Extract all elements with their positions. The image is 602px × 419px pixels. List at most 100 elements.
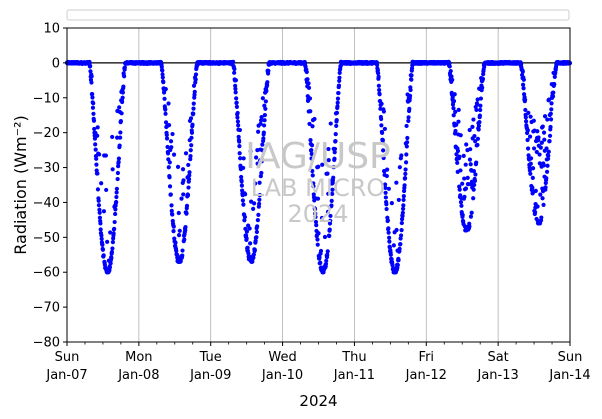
data-point [468,214,474,219]
data-point [386,230,391,235]
data-point [476,127,481,132]
data-point [521,86,526,91]
data-point [260,148,265,153]
data-point [469,210,474,215]
data-point [265,80,270,85]
data-point [93,147,98,152]
data-point [388,252,393,257]
data-point [450,77,455,82]
data-point [186,185,191,190]
data-point [264,89,269,94]
data-point [399,153,404,158]
data-point [115,135,120,140]
data-point [383,190,388,195]
data-point [406,118,411,124]
data-point [234,96,239,101]
data-point [235,119,241,124]
data-point [409,66,415,71]
data-point [114,186,119,191]
data-point [472,178,478,183]
data-point [467,157,473,162]
x-tick-day: Tue [199,350,222,365]
x-tick-date: Jan-12 [405,368,447,383]
data-point [537,161,542,166]
data-point [112,219,117,225]
data-point [89,74,94,79]
data-point [164,132,169,138]
data-point [531,146,537,151]
data-point [110,246,115,251]
data-point [169,208,174,213]
data-point [109,255,114,261]
data-point [453,109,458,114]
data-point [262,113,267,118]
data-point [467,127,472,133]
data-point [531,118,536,123]
data-point [453,128,458,134]
data-point [377,92,382,97]
data-point [235,110,240,116]
data-point [260,96,265,101]
data-point [402,183,407,188]
data-point [336,90,341,96]
data-point [116,164,121,169]
data-point [547,138,552,144]
data-point [189,130,195,135]
data-point [332,156,337,161]
data-point [381,109,386,114]
data-point [317,255,322,260]
data-point [332,146,338,152]
data-point [118,135,123,140]
data-point [473,172,478,177]
data-point [309,143,315,148]
data-point [548,117,554,122]
data-point [474,160,479,165]
data-point [252,247,257,253]
data-point [455,160,460,165]
data-point [99,236,104,242]
data-point [110,240,116,245]
data-point [94,162,99,167]
data-point [263,106,268,111]
data-point [467,224,472,229]
data-point [175,255,180,260]
data-point [383,182,388,187]
data-point [100,247,106,252]
data-point [452,92,457,97]
data-point [233,90,238,95]
y-axis: 10 0 −10 −20 −30 −40 −50 −60 −70 −80 [33,22,67,351]
data-point [108,230,113,235]
data-point [398,242,403,247]
data-point [313,219,319,225]
data-point [333,139,338,144]
data-point [183,224,188,230]
data-point [550,94,556,99]
data-point [236,134,241,139]
data-point [251,206,256,211]
data-point [404,123,409,129]
data-point [237,127,243,133]
data-point [96,203,102,208]
data-point [97,152,102,157]
data-point [247,226,252,231]
watermark-line-3: 2024 [287,200,348,228]
data-point [168,139,174,144]
data-point [114,199,119,205]
data-point [99,181,104,186]
data-point [450,95,455,100]
data-point [167,160,172,165]
data-point [335,96,341,101]
data-point [399,217,405,222]
data-point [396,197,401,203]
data-point [538,145,543,150]
data-point [89,80,94,85]
data-point [337,78,342,83]
data-point [238,156,243,161]
data-point [326,146,331,152]
data-point [409,77,414,82]
data-point [462,176,467,181]
data-point [160,68,165,73]
data-point [181,192,186,197]
data-point [528,156,534,161]
data-point [380,130,385,135]
